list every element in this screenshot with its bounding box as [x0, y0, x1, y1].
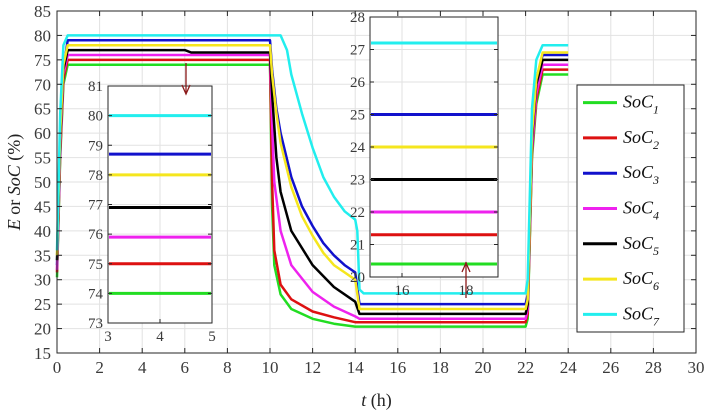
- inset-x-tick-label: 5: [208, 329, 216, 345]
- inset-y-tick-label: 28: [350, 10, 365, 26]
- legend: SoC1 SoC2 SoC3 SoC4 SoC5 SoC6 SoC7: [576, 84, 685, 333]
- inset-y-tick-label: 79: [88, 138, 103, 154]
- y-tick-label: 45: [34, 197, 51, 216]
- legend-item-soc2: SoC2: [583, 127, 659, 152]
- x-tick-label: 6: [181, 358, 190, 377]
- legend-label: SoC7: [623, 303, 660, 328]
- inset-y-tick-label: 22: [350, 205, 365, 221]
- legend-item-soc6: SoC6: [583, 268, 659, 293]
- inset-y-tick-label: 24: [350, 140, 366, 156]
- y-tick-label: 55: [34, 149, 51, 168]
- x-axis: 0 2 4 6 8 10 12 14 16 18 20 22 24 26 28 30: [53, 11, 705, 377]
- x-tick-label: 28: [645, 358, 662, 377]
- inset-y-tick-label: 77: [88, 198, 104, 214]
- inset-pointer-arrowhead: [461, 261, 471, 273]
- inset-x-tick-label: 3: [104, 329, 112, 345]
- x-tick-label: 0: [53, 358, 62, 377]
- legend-label: SoC3: [623, 162, 659, 187]
- inset-y-tick-label: 76: [88, 227, 104, 243]
- legend-label: SoC5: [623, 233, 659, 258]
- x-tick-label: 30: [688, 358, 705, 377]
- x-tick-label: 18: [432, 358, 449, 377]
- x-tick-label: 2: [95, 358, 104, 377]
- y-tick-label: 20: [34, 320, 51, 339]
- legend-item-soc7: SoC7: [583, 303, 660, 328]
- x-tick-label: 20: [475, 358, 492, 377]
- y-tick-label: 35: [34, 246, 51, 265]
- series-line-soc7: [55, 34, 569, 295]
- y-tick-label: 40: [34, 222, 51, 241]
- x-tick-label: 22: [517, 358, 534, 377]
- y-tick-label: 30: [34, 271, 51, 290]
- inset-left: 73 74 75 76 77 78 79 80 81 3 4 5: [88, 63, 216, 345]
- inset-y-tick-label: 27: [350, 43, 366, 59]
- x-tick-label: 14: [347, 358, 365, 377]
- legend-label: SoC1: [623, 92, 659, 117]
- legend-item-soc1: SoC1: [583, 92, 659, 117]
- legend-label: SoC2: [623, 127, 659, 152]
- inset-y-tick-label: 26: [350, 75, 366, 91]
- inset-y-tick-label: 20: [350, 270, 365, 286]
- y-tick-label: 70: [34, 75, 51, 94]
- x-tick-label: 26: [602, 358, 619, 377]
- y-tick-label: 80: [34, 26, 51, 45]
- x-tick-label: 10: [262, 358, 279, 377]
- y-tick-label: 85: [34, 2, 51, 21]
- x-tick-label: 8: [223, 358, 232, 377]
- y-tick-label: 75: [34, 51, 51, 70]
- legend-item-soc3: SoC3: [583, 162, 659, 187]
- inset-y-tick-label: 74: [88, 286, 104, 302]
- y-axis-label: E or SoC (%): [4, 134, 25, 232]
- inset-x-tick-label: 16: [395, 283, 411, 299]
- inset-y-tick-label: 23: [350, 173, 365, 189]
- x-tick-label: 16: [389, 358, 406, 377]
- y-tick-label: 60: [34, 124, 51, 143]
- series-group: [55, 34, 569, 328]
- inset-y-tick-label: 80: [88, 109, 103, 125]
- y-tick-label: 25: [34, 295, 51, 314]
- y-tick-label: 15: [34, 344, 51, 363]
- inset-x-tick-label: 4: [156, 329, 164, 345]
- x-axis-label: t (h): [361, 390, 392, 411]
- inset-y-tick-label: 78: [88, 168, 103, 184]
- x-tick-label: 12: [304, 358, 321, 377]
- y-tick-label: 50: [34, 173, 51, 192]
- inset-y-tick-label: 81: [88, 79, 103, 95]
- legend-label: SoC6: [623, 268, 659, 293]
- legend-label: SoC4: [623, 198, 659, 223]
- legend-item-soc4: SoC4: [583, 198, 659, 223]
- y-tick-label: 65: [34, 100, 51, 119]
- inset-y-tick-label: 73: [88, 316, 103, 332]
- inset-y-tick-label: 21: [350, 238, 365, 254]
- x-tick-label: 24: [560, 358, 578, 377]
- x-tick-label: 4: [138, 358, 147, 377]
- legend-item-soc5: SoC5: [583, 233, 659, 258]
- inset-pointer-arrowhead: [181, 84, 191, 96]
- inset-y-tick-label: 75: [88, 257, 103, 273]
- inset-y-tick-label: 25: [350, 108, 365, 124]
